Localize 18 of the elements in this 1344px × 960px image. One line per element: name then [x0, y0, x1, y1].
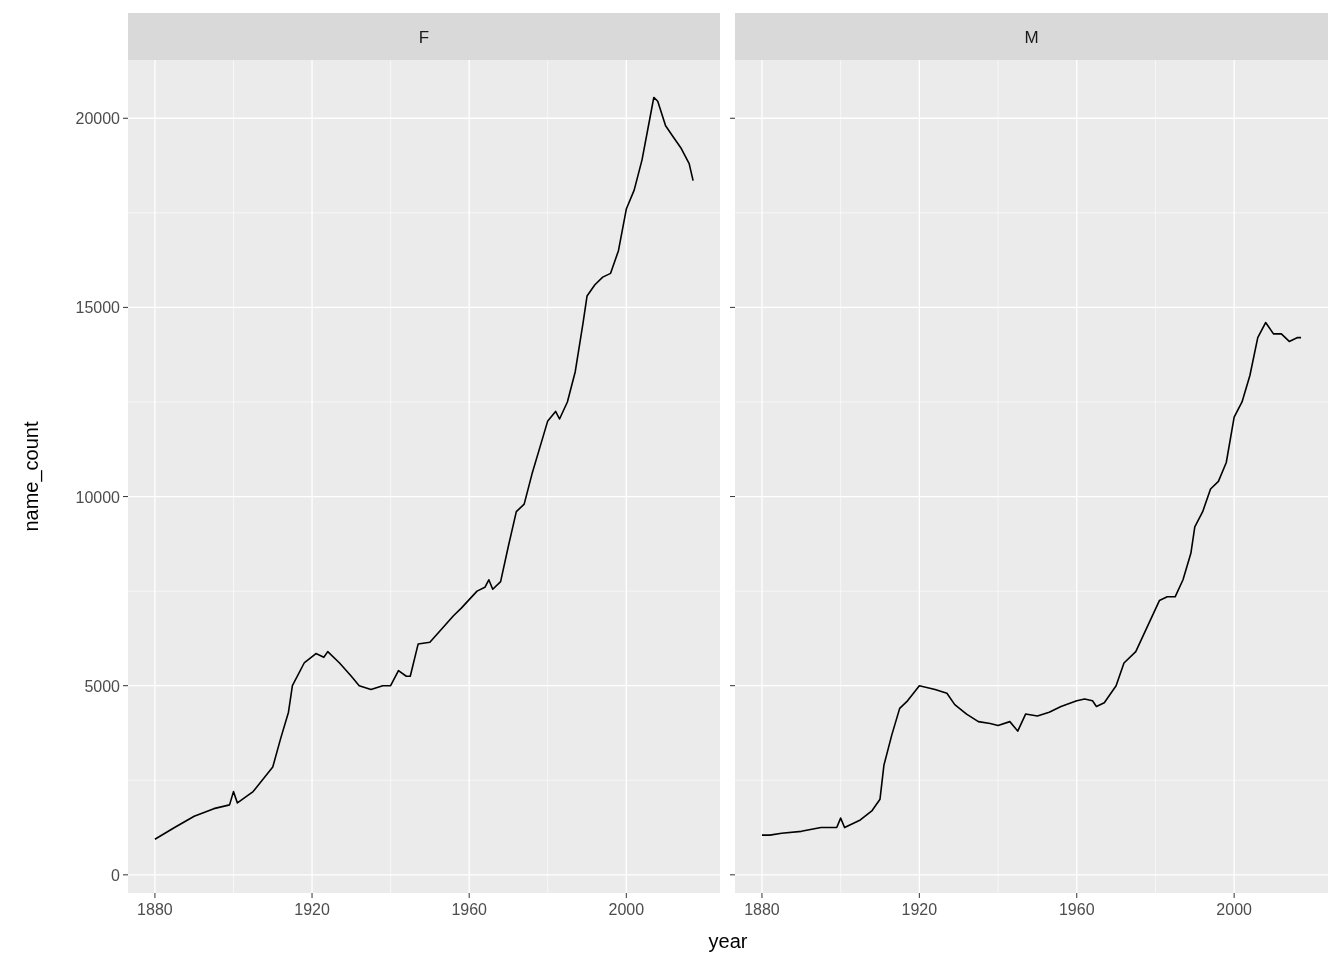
y-tick-label: 10000: [75, 488, 121, 506]
x-tick-label: 1920: [294, 901, 330, 918]
x-tick-label: 1880: [137, 901, 173, 918]
y-tick-label: 5000: [84, 677, 121, 695]
x-tick-label: 1920: [901, 901, 938, 918]
x-tick-label: 1880: [744, 901, 780, 918]
y-tick-label: 20000: [75, 110, 121, 128]
y-axis-title: name_count: [20, 421, 43, 532]
x-axis-title: year: [708, 930, 748, 952]
x-tick-label: 2000: [1216, 901, 1253, 918]
chart-title: F: [418, 27, 430, 47]
x-tick-label: 1960: [1058, 901, 1095, 918]
y-tick-label: 0: [111, 866, 121, 884]
x-tick-label: 2000: [608, 901, 645, 918]
line-series: [154, 96, 694, 841]
chart-title: M: [1024, 27, 1039, 47]
x-tick-label: 1960: [451, 901, 488, 918]
y-tick-label: 15000: [75, 299, 121, 317]
